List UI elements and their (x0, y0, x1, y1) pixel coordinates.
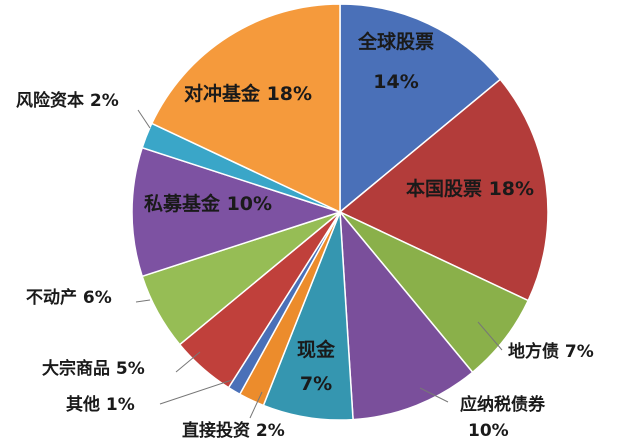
slice-7-label: 其他 1% (66, 394, 135, 415)
slice-9-label: 不动产 6% (26, 287, 112, 308)
slice-3-label: 地方债 7% (508, 341, 594, 362)
slice-7-leader-line (159, 379, 233, 405)
slice-5-label: 现金 (297, 338, 336, 361)
slice-2-wedge (338, 78, 549, 302)
pie-labels: 全球股票 14% 本国股票 18% 地方债 7% 应纳税债券 10% 现金 7% 直接投资 2%… (16, 30, 594, 441)
slice-10-wedge (131, 146, 343, 278)
slice-11-label: 风险资本 2% (16, 90, 119, 111)
slice-6-label: 直接投资 2% (182, 420, 285, 441)
slice-10-label: 私募基金 10% (144, 192, 272, 215)
slice-1-wedge (339, 3, 502, 214)
slice-12-wedge (150, 3, 341, 214)
slice-4-label: 应纳税债券 (460, 394, 546, 415)
slice-8-leader-line (175, 351, 201, 373)
slice-4-wedge (339, 209, 474, 421)
slice-5-percent: 7% (300, 373, 332, 395)
slice-3-leader-line (477, 321, 503, 351)
slice-12-label: 对冲基金 18% (184, 82, 312, 105)
leader-lines (135, 109, 503, 419)
slice-11-leader-line (137, 109, 151, 129)
slice-4-leader-line (419, 387, 449, 403)
slice-1-percent: 14% (373, 71, 418, 93)
slice-9-leader-line (135, 299, 151, 303)
slice-6-leader-line (249, 391, 263, 419)
slice-8-label: 大宗商品 5% (42, 358, 145, 379)
slice-2-label: 本国股票 18% (406, 177, 534, 200)
slice-1-label: 全球股票 (357, 30, 434, 53)
slice-4-percent: 10% (468, 421, 509, 441)
pie-slices (131, 3, 549, 421)
